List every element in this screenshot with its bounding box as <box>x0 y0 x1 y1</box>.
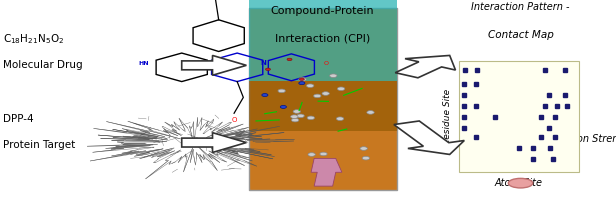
Ellipse shape <box>322 92 330 95</box>
Text: Molecular Drug: Molecular Drug <box>3 60 83 70</box>
Ellipse shape <box>360 147 367 150</box>
Text: Protein Target: Protein Target <box>3 140 75 149</box>
Ellipse shape <box>307 116 315 120</box>
Ellipse shape <box>336 117 344 121</box>
Polygon shape <box>311 158 342 186</box>
Text: Inrteraction (CPI): Inrteraction (CPI) <box>275 34 370 44</box>
Ellipse shape <box>308 153 315 156</box>
Text: DPP-4: DPP-4 <box>3 114 34 124</box>
Ellipse shape <box>287 58 292 61</box>
FancyBboxPatch shape <box>249 0 397 81</box>
Ellipse shape <box>508 178 533 188</box>
Ellipse shape <box>320 152 327 156</box>
Ellipse shape <box>299 82 305 85</box>
Text: Residue Site: Residue Site <box>442 89 452 145</box>
Text: O: O <box>232 117 237 123</box>
Text: C$_{18}$H$_{21}$N$_{5}$O$_{2}$: C$_{18}$H$_{21}$N$_{5}$O$_{2}$ <box>3 33 64 47</box>
Ellipse shape <box>297 114 304 118</box>
Ellipse shape <box>265 68 270 70</box>
Ellipse shape <box>362 156 370 160</box>
Text: Interaction Pattern -: Interaction Pattern - <box>471 2 570 12</box>
Text: N: N <box>208 64 214 70</box>
Ellipse shape <box>280 105 286 109</box>
Text: N: N <box>261 60 267 66</box>
Ellipse shape <box>291 118 299 122</box>
Ellipse shape <box>262 93 268 96</box>
Ellipse shape <box>307 84 314 88</box>
Polygon shape <box>394 121 464 154</box>
Ellipse shape <box>291 115 298 118</box>
Polygon shape <box>182 55 246 75</box>
Polygon shape <box>395 55 455 78</box>
Ellipse shape <box>330 74 337 77</box>
Text: Atom Site: Atom Site <box>495 178 543 188</box>
FancyBboxPatch shape <box>459 61 579 172</box>
FancyBboxPatch shape <box>249 8 397 190</box>
Text: Interaction Strength -: Interaction Strength - <box>536 134 616 144</box>
Ellipse shape <box>338 87 345 90</box>
Text: Contact Map: Contact Map <box>488 30 553 40</box>
Text: O: O <box>324 61 329 66</box>
Ellipse shape <box>367 111 374 114</box>
Ellipse shape <box>299 78 304 80</box>
Polygon shape <box>182 133 246 152</box>
Ellipse shape <box>278 89 285 93</box>
Ellipse shape <box>299 78 306 81</box>
Ellipse shape <box>293 110 301 113</box>
Text: Compound-Protein: Compound-Protein <box>270 6 374 16</box>
Text: Binding Affinity: Binding Affinity <box>487 161 567 171</box>
Text: HN: HN <box>139 61 149 66</box>
FancyBboxPatch shape <box>249 81 397 131</box>
Ellipse shape <box>314 94 321 98</box>
